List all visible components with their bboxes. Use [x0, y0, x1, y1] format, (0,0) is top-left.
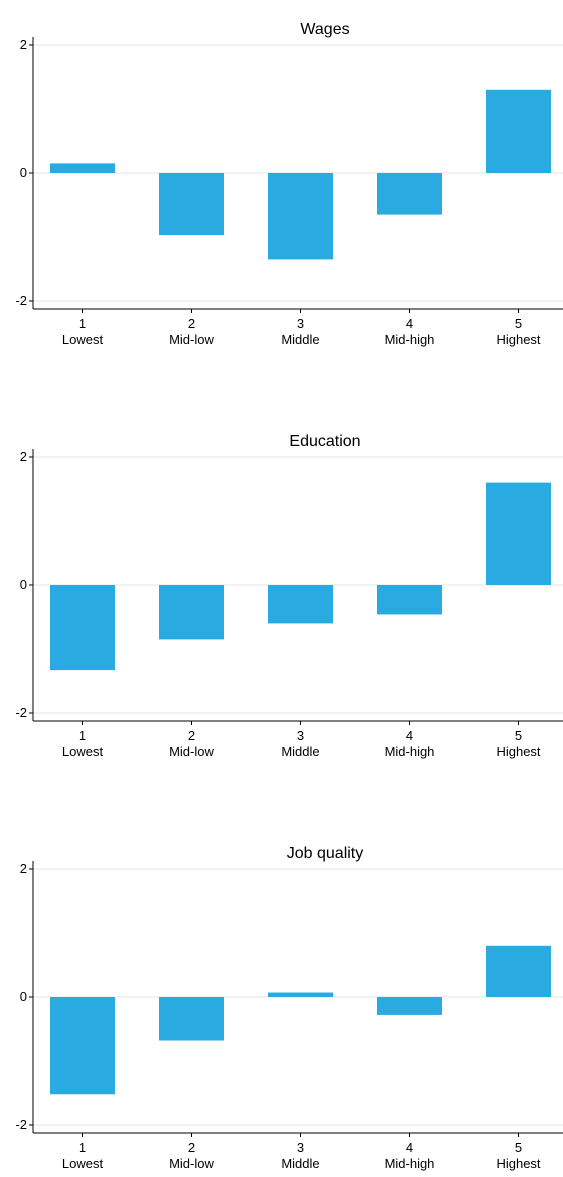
y-tick-label: -2 — [15, 1117, 27, 1132]
bar — [268, 992, 333, 997]
x-tick-label: 4 Mid-high — [385, 728, 435, 759]
bar — [50, 997, 115, 1095]
x-tick-label: 1 Lowest — [62, 728, 104, 759]
bar — [377, 173, 442, 215]
bar — [377, 997, 442, 1015]
y-tick-label: -2 — [15, 293, 27, 308]
bar — [486, 945, 551, 997]
bar — [377, 585, 442, 615]
chart-panel: Job quality -2 0 2 1 Lowest 2 Mid-low 3 Middle 4 Mi… — [15, 845, 563, 1171]
y-tick-label: 0 — [20, 165, 27, 180]
y-tick-label: 2 — [20, 449, 27, 464]
bar — [268, 173, 333, 260]
bar — [486, 89, 551, 173]
bar — [268, 585, 333, 624]
chart-panel: Education -2 0 2 1 Lowest 2 Mid-low 3 Middle 4 Mid-… — [15, 433, 563, 759]
y-tick-label: 2 — [20, 37, 27, 52]
chart-title: Wages — [300, 21, 349, 38]
x-tick-label: 5 Highest — [496, 1140, 540, 1171]
bar — [159, 585, 224, 640]
x-tick-label: 3 Middle — [281, 316, 319, 347]
x-tick-label: 1 Lowest — [62, 316, 104, 347]
x-tick-label: 3 Middle — [281, 1140, 319, 1171]
x-tick-label: 1 Lowest — [62, 1140, 104, 1171]
x-tick-label: 2 Mid-low — [169, 728, 214, 759]
chart-panel: Wages -2 0 2 1 Lowest 2 Mid-low 3 Middle 4 Mid-high… — [15, 21, 563, 347]
x-tick-label: 3 Middle — [281, 728, 319, 759]
bar — [50, 585, 115, 671]
y-tick-label: -2 — [15, 705, 27, 720]
bar — [50, 163, 115, 173]
chart-title: Job quality — [287, 845, 364, 862]
bar — [486, 482, 551, 585]
y-tick-label: 0 — [20, 577, 27, 592]
x-tick-label: 2 Mid-low — [169, 316, 214, 347]
x-tick-label: 4 Mid-high — [385, 316, 435, 347]
y-tick-label: 2 — [20, 861, 27, 876]
x-tick-label: 2 Mid-low — [169, 1140, 214, 1171]
x-tick-label: 4 Mid-high — [385, 1140, 435, 1171]
x-tick-label: 5 Highest — [496, 316, 540, 347]
y-tick-label: 0 — [20, 989, 27, 1004]
bar — [159, 173, 224, 236]
x-tick-label: 5 Highest — [496, 728, 540, 759]
chart-title: Education — [289, 433, 360, 450]
bar — [159, 997, 224, 1041]
